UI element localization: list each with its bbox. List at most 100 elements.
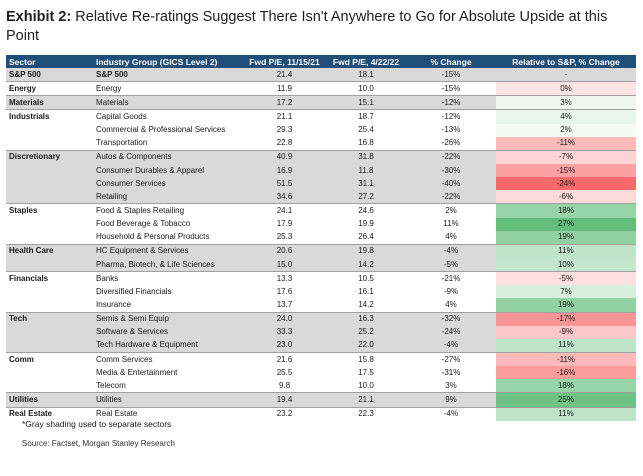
industry-cell: Autos & Components [93, 150, 243, 164]
fwd-pe-apr-cell: 19.9 [358, 219, 374, 229]
relative-change-cell: 2% [496, 123, 636, 137]
fwd-pe-apr-cell: 22.0 [326, 338, 406, 353]
industry-cell: Real Estate [96, 409, 138, 419]
table-row: Household & Personal Products 25.3 26.4 4% 1… [6, 230, 636, 245]
fwd-pe-apr-cell: 31.8 [326, 150, 406, 164]
industry-cell: Commercial & Professional Services [96, 125, 226, 135]
pct-change-cell: 9% [406, 392, 496, 408]
table-row: Tech Semis & Semi Equip 24.0 16.3 -32% -17% [6, 312, 636, 326]
relative-change-cell: -15% [496, 163, 636, 178]
footnote: *Gray shading used to separate sectors [22, 419, 172, 429]
table-row: Financials Banks 13.3 10.5 -21% -5% [6, 271, 636, 286]
relative-change-cell: 11% [496, 407, 636, 421]
fwd-pe-apr-cell: 27.2 [326, 190, 406, 205]
fwd-pe-nov-cell: 40.9 [243, 150, 326, 164]
table-row: Utilities Utilities 19.4 21.1 9% 25% [6, 392, 636, 408]
table-row: Real Estate Real Estate 23.2 22.3 -4% 11% [6, 407, 636, 421]
relative-change-cell: 3% [496, 95, 636, 111]
fwd-pe-apr-cell: 10.0 [326, 81, 406, 97]
fwd-pe-apr-cell: 16.1 [358, 286, 374, 296]
industry-cell: Insurance [93, 298, 243, 313]
industry-cell: HC Equipment & Services [93, 244, 243, 258]
industry-cell: Media & Entertainment [96, 367, 178, 377]
industry-cell: Utilities [93, 392, 243, 408]
table-row: Health Care HC Equipment & Services 20.6 19… [6, 244, 636, 258]
relative-change-cell: -11% [496, 136, 636, 151]
industry-cell: Tech Hardware & Equipment [93, 338, 243, 353]
fwd-pe-apr-cell: 15.8 [358, 354, 374, 364]
fwd-pe-apr-cell: 10.5 [358, 273, 374, 283]
table-row: Commercial & Professional Services 29.3 25… [6, 123, 636, 137]
fwd-pe-nov-cell: 24.0 [243, 312, 326, 326]
valuation-table: Sector Industry Group (GICS Level 2) Fwd… [6, 55, 636, 421]
pct-change-cell: -4% [406, 338, 496, 353]
sector-cell [6, 136, 93, 151]
exhibit-title: Exhibit 2: Relative Re-ratings Suggest T… [6, 8, 631, 46]
pct-change-cell: -5% [406, 257, 496, 273]
sector-cell: Financials [9, 273, 49, 283]
relative-change-cell: -24% [496, 177, 636, 191]
relative-change-cell: -7% [496, 150, 636, 164]
fwd-pe-apr-cell: 19.8 [326, 244, 406, 258]
fwd-pe-nov-cell: 34.6 [243, 190, 326, 205]
fwd-pe-apr-cell: 16.8 [326, 136, 406, 151]
fwd-pe-nov-cell: 19.4 [243, 392, 326, 408]
industry-cell: Food Beverage & Tobacco [96, 219, 191, 229]
fwd-pe-apr-cell: 18.7 [358, 111, 374, 121]
fwd-pe-apr-cell: 22.3 [358, 409, 374, 419]
table-row: Telecom 9.8 10.0 3% 18% [6, 379, 636, 394]
industry-cell: Software & Services [93, 325, 243, 339]
fwd-pe-apr-cell: 15.1 [326, 95, 406, 111]
fwd-pe-nov-cell: 25.3 [243, 230, 326, 245]
sector-cell: Industrials [9, 111, 50, 121]
pct-change-cell: -12% [441, 111, 461, 121]
sector-cell: Real Estate [9, 409, 53, 419]
sector-cell: Tech [6, 312, 93, 326]
industry-cell: S&P 500 [93, 68, 243, 83]
sector-cell [6, 257, 93, 273]
fwd-pe-apr-cell: 26.4 [326, 230, 406, 245]
table-row: Software & Services 33.3 25.2 -24% -9% [6, 325, 636, 339]
fwd-pe-apr-cell: 16.3 [326, 312, 406, 326]
sector-cell [6, 338, 93, 353]
fwd-pe-nov-cell: 11.9 [243, 81, 326, 97]
exhibit-label: Exhibit 2: [6, 9, 72, 25]
table-row: Comm Comm Services 21.6 15.8 -27% -11% [6, 352, 636, 367]
sector-cell [6, 298, 93, 313]
relative-change-cell: 18% [496, 379, 636, 394]
fwd-pe-nov-cell: 13.7 [243, 298, 326, 313]
fwd-pe-apr-cell: 31.1 [326, 177, 406, 191]
header-industry-group: Industry Group (GICS Level 2) [93, 55, 243, 68]
fwd-pe-apr-cell: 24.6 [358, 205, 374, 215]
fwd-pe-apr-cell: 25.4 [358, 125, 374, 135]
header-relative-change: Relative to S&P, % Change [496, 55, 636, 68]
industry-cell: Transportation [93, 136, 243, 151]
relative-change-cell: 19% [496, 298, 636, 313]
fwd-pe-apr-cell: 10.0 [326, 379, 406, 394]
fwd-pe-nov-cell: 24.1 [276, 205, 293, 215]
fwd-pe-nov-cell: 25.5 [276, 367, 293, 377]
sector-cell [6, 230, 93, 245]
pct-change-cell: 2% [445, 205, 457, 215]
pct-change-cell: -31% [441, 367, 461, 377]
fwd-pe-nov-cell: 29.3 [276, 125, 293, 135]
sector-cell [6, 379, 93, 394]
fwd-pe-nov-cell: 51.5 [243, 177, 326, 191]
pct-change-cell: -32% [406, 312, 496, 326]
pct-change-cell: 3% [406, 379, 496, 394]
sector-cell [6, 325, 93, 339]
table-row: Energy Energy 11.9 10.0 -15% 0% [6, 81, 636, 97]
sector-cell [6, 190, 93, 205]
header-pct-change: % Change [406, 55, 496, 68]
relative-change-cell: -5% [496, 271, 636, 286]
table-row: Staples Food & Staples Retailing 24.1 24.6 2… [6, 203, 636, 218]
table-row: Insurance 13.7 14.2 4% 19% [6, 298, 636, 313]
fwd-pe-nov-cell: 20.6 [243, 244, 326, 258]
relative-change-cell: -16% [496, 366, 636, 380]
sector-cell [6, 218, 93, 231]
pct-change-cell: -13% [441, 125, 461, 135]
relative-change-cell: 18% [496, 203, 636, 218]
industry-cell: Banks [96, 273, 119, 283]
fwd-pe-apr-cell: 11.8 [326, 163, 406, 178]
table-row: Consumer Services 51.5 31.1 -40% -24% [6, 177, 636, 191]
